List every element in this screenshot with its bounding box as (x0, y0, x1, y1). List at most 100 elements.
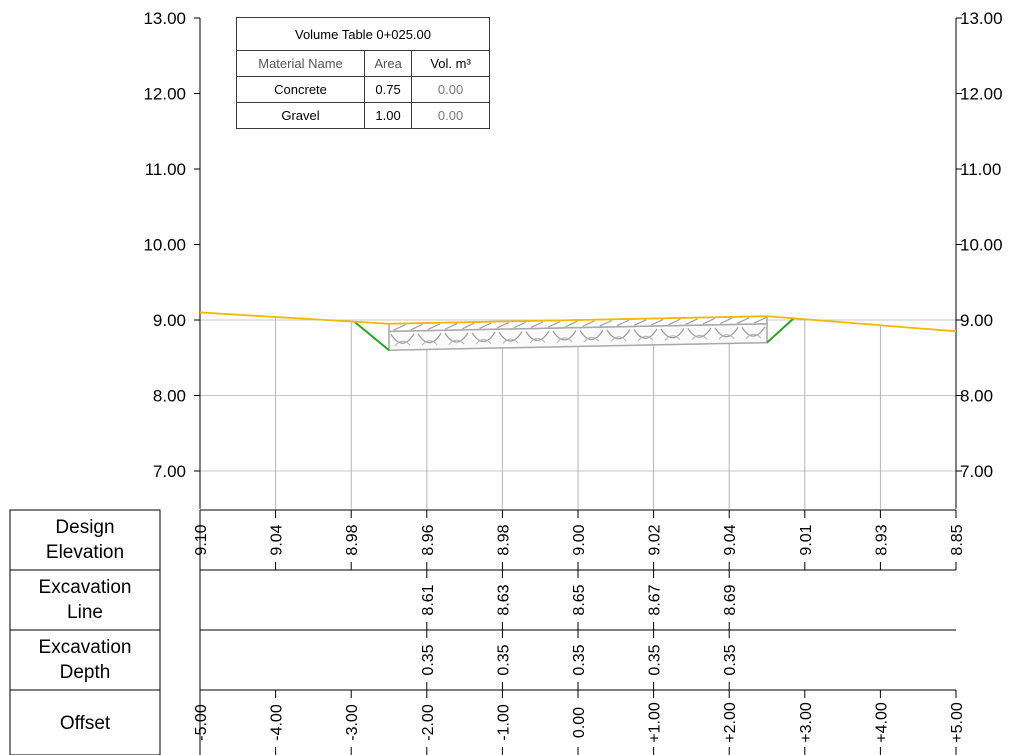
concrete-hatch (427, 323, 441, 331)
band-value-label: 0.00 (571, 707, 588, 738)
y-tick-label-left: 7.00 (153, 462, 186, 481)
concrete-hatch (754, 316, 767, 324)
concrete-hatch (702, 317, 716, 325)
band-value-label: +1.00 (647, 702, 664, 743)
gravel-hatch (529, 337, 546, 344)
band-value-label: +2.00 (722, 702, 739, 743)
band-value-label: 8.69 (722, 584, 739, 615)
band-label-excavation-depth: Excavation Depth (10, 634, 160, 686)
volume-table-title: Volume Table 0+025.00 (236, 17, 490, 51)
concrete-hatch (410, 323, 424, 331)
gravel-hatch (583, 336, 600, 343)
band-value-label: +5.00 (949, 702, 966, 743)
band-value-label: +4.00 (873, 702, 890, 743)
band-value-label: +3.00 (798, 702, 815, 743)
gravel-hatch (660, 328, 685, 339)
concrete-hatch (719, 317, 733, 325)
gravel-hatch (714, 326, 739, 338)
concrete-hatch (582, 320, 595, 327)
gravel-hatch (421, 340, 438, 346)
band-label-offset: Offset (10, 694, 160, 752)
gravel-hatch (718, 334, 735, 340)
concrete-hatch (651, 318, 664, 326)
gravel-hatch (691, 334, 708, 341)
concrete-hatch (444, 323, 458, 330)
concrete-hatch (668, 318, 681, 326)
y-tick-label-right: 8.00 (960, 387, 993, 406)
header-material-name: Material Name (235, 50, 366, 77)
gravel-hatch (444, 332, 469, 343)
concrete-hatch (393, 324, 406, 331)
gravel-hatch (664, 335, 681, 341)
band-label-design-elevation: Design Elevation (10, 514, 160, 566)
gravel-hatch (390, 333, 415, 344)
band-value-label: -1.00 (495, 704, 512, 741)
gravel-hatch (745, 333, 762, 340)
volume-table: Volume Table 0+025.00 Material Name Area… (235, 17, 490, 129)
concrete-hatch (547, 320, 561, 328)
concrete-hatch (513, 321, 527, 329)
y-tick-label-right: 13.00 (960, 9, 1003, 28)
table-row: Concrete 0.75 0.00 (235, 76, 490, 103)
y-tick-label-left: 13.00 (143, 9, 186, 28)
gravel-hatch (525, 330, 550, 342)
concrete-hatch (462, 322, 475, 330)
gravel-hatch (502, 338, 519, 344)
band-value-label: 9.04 (722, 524, 739, 555)
gravel-hatch (579, 329, 604, 340)
concrete-hatch (479, 322, 492, 329)
concrete-hatch (530, 321, 544, 328)
gravel-hatch (471, 331, 496, 343)
y-tick-label-right: 11.00 (960, 160, 1001, 179)
area-cell: 1.00 (364, 102, 413, 129)
band-value-label: -2.00 (420, 704, 437, 741)
band-label-box (9, 689, 161, 755)
excavation-slope-right (766, 317, 795, 344)
band-value-label: 8.63 (495, 584, 512, 615)
concrete-hatch (736, 317, 750, 324)
header-area: Area (364, 50, 413, 77)
gravel-hatch (741, 326, 766, 337)
gravel-hatch (448, 339, 465, 346)
band-label-line: Excavation (38, 577, 132, 598)
concrete-hatch (496, 321, 509, 329)
band-label-line: Elevation (45, 542, 125, 563)
gravel-hatch (417, 332, 442, 344)
band-value-label: 0.35 (647, 644, 664, 675)
band-value-label: 8.65 (571, 584, 588, 615)
y-tick-label-right: 10.00 (960, 236, 1003, 255)
band-value-label: 8.98 (495, 524, 512, 555)
ground-line (199, 311, 957, 333)
y-tick-label-left: 12.00 (143, 85, 186, 104)
volume-cell: 0.00 (411, 76, 490, 103)
gravel-hatch (556, 337, 573, 343)
band-label-line: Excavation (38, 637, 132, 658)
gravel-hatch (633, 328, 658, 339)
gravel-hatch (610, 336, 627, 342)
band-value-label: 8.96 (420, 524, 437, 555)
y-tick-label-left: 9.00 (153, 311, 186, 330)
gravel-hatch (394, 340, 411, 347)
gravel-hatch (687, 327, 712, 338)
band-value-label: 9.00 (571, 524, 588, 555)
band-value-label: 8.93 (873, 524, 890, 555)
excavation-slope-left (354, 321, 390, 351)
band-value-label: 9.02 (647, 524, 664, 555)
band-value-label: -5.00 (193, 704, 210, 741)
y-tick-label-right: 12.00 (960, 85, 1003, 104)
band-label-excavation-line: Excavation Line (10, 574, 160, 626)
concrete-hatch (685, 318, 698, 325)
area-cell: 0.75 (364, 76, 413, 103)
gravel-hatch (606, 329, 631, 340)
band-label-line: Design (55, 517, 115, 538)
band-value-label: 0.35 (571, 644, 588, 675)
gravel-hatch (498, 331, 523, 342)
material-name-cell: Concrete (235, 76, 366, 103)
concrete-hatch (599, 319, 613, 327)
y-tick-label-right: 7.00 (960, 462, 993, 481)
y-tick-label-right: 9.00 (960, 311, 993, 330)
band-label-line: Line (67, 602, 103, 623)
band-label-line: Depth (59, 662, 111, 683)
band-value-label: -4.00 (269, 704, 286, 741)
gravel-hatch (552, 330, 577, 341)
